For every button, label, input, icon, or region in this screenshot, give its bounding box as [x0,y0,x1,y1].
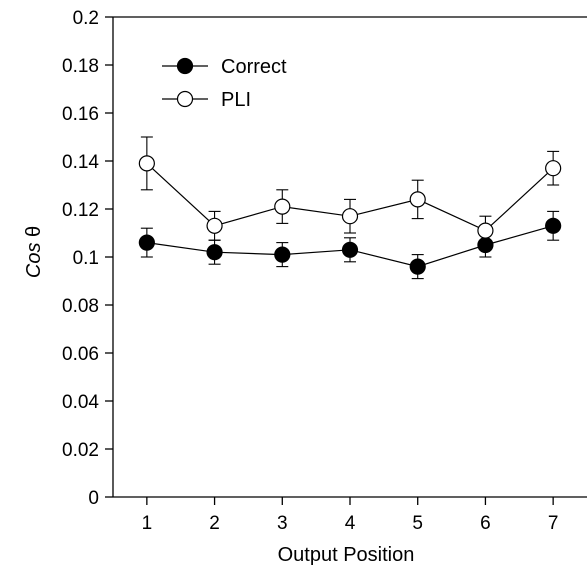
data-point [274,246,291,263]
y-axis-title-symbol: θ [23,226,45,243]
legend-label: PLI [221,89,251,111]
y-tick-label: 0 [88,488,99,509]
series-pli [138,136,562,246]
data-point [206,244,223,261]
y-tick-label: 0.08 [62,296,99,317]
x-tick-label: 5 [412,513,423,534]
legend-label: Correct [221,56,287,78]
y-tick-label: 0.18 [62,56,99,77]
legend-marker [176,90,194,108]
legend: Correct PLI [162,56,287,111]
data-point [545,160,562,177]
x-tick-label: 2 [209,513,220,534]
series-layer [138,136,562,280]
y-tick-label: 0.04 [62,392,99,413]
data-point [409,258,426,275]
y-axis-title-italic: Cos [23,243,45,279]
legend-marker [176,57,194,75]
x-axis-ticks: 1 2 3 4 5 6 7 [142,497,559,534]
x-axis-title: Output Position [278,544,415,566]
data-point [341,208,359,225]
data-point [409,191,426,208]
x-tick-label: 1 [142,513,153,534]
data-point [138,155,155,172]
data-point [341,241,359,258]
x-tick-label: 4 [345,513,356,534]
x-tick-label: 7 [548,513,559,534]
y-axis-ticks: 0 0.02 0.04 0.06 0.08 0.1 0.12 0.14 0.16 0.18 0.2 [62,8,113,509]
y-tick-label: 0.2 [73,8,99,29]
x-tick-label: 6 [480,513,491,534]
x-tick-label: 3 [277,513,288,534]
y-tick-label: 0.14 [62,152,99,173]
y-tick-label: 0.06 [62,344,99,365]
data-point [138,234,155,251]
y-tick-label: 0.02 [62,440,99,461]
y-tick-label: 0.12 [62,200,99,221]
data-point [477,222,494,239]
data-point [545,217,562,234]
y-tick-label: 0.16 [62,104,99,125]
data-point [206,217,223,234]
data-point [274,198,291,215]
y-tick-label: 0.1 [73,248,99,269]
y-axis-title: Cos θ [23,226,45,278]
